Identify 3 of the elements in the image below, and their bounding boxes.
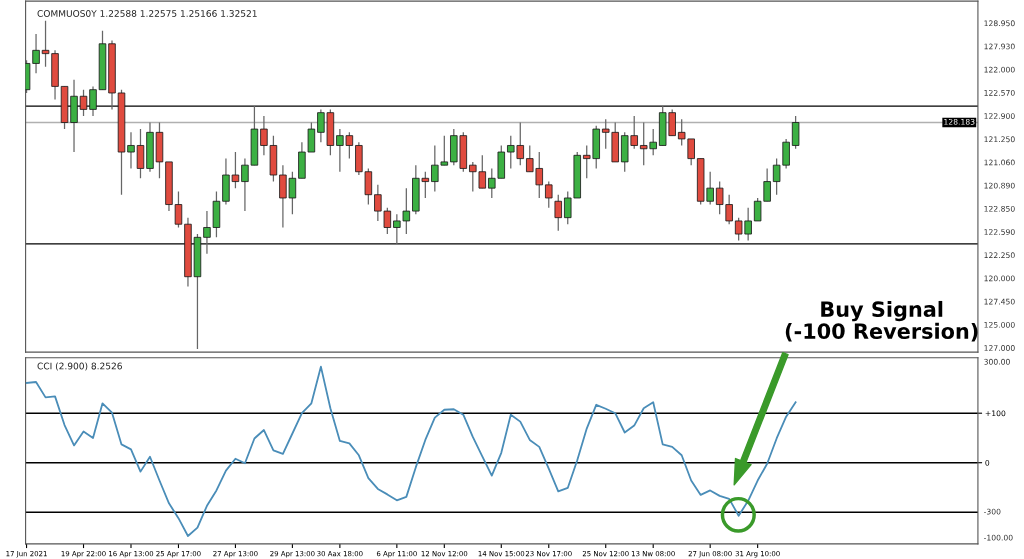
- annotation: Buy Signal (-100 Reversion): [785, 300, 978, 342]
- chart-title: COMMUOS0Y 1.22588 1.22575 1.25166 1.32521: [37, 10, 257, 17]
- chart-title: CCI (2.900) 8.2526: [37, 362, 122, 371]
